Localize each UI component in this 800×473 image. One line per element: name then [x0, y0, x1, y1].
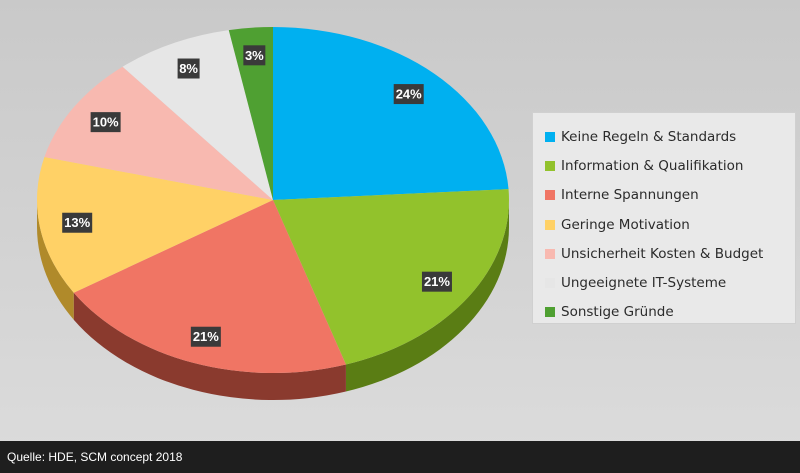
legend-label: Ungeeignete IT-Systeme: [561, 275, 727, 292]
legend-item-sonstige-gruende: Sonstige Gründe: [545, 298, 795, 327]
data-label-interne-spannungen: 21%: [190, 326, 221, 347]
legend-swatch: [545, 190, 555, 201]
data-label-text: 8%: [179, 61, 198, 76]
data-label-text: 21%: [193, 329, 219, 344]
pie-side-geringe-motivation: [37, 200, 74, 320]
data-label-sonstige-gruende: 3%: [243, 45, 266, 66]
legend-label: Sonstige Gründe: [561, 304, 674, 321]
pie-chart: 24% 21% 21% 13% 10% 8% 3% Keine Regeln & Stand…: [37, 27, 796, 400]
data-label-text: 21%: [424, 274, 450, 289]
legend-swatch: [545, 219, 555, 230]
data-label-keine-regeln-and-standards: 24%: [393, 84, 424, 105]
data-label-text: 3%: [245, 48, 264, 63]
data-label-ungeeignete-it-systeme: 8%: [177, 58, 200, 79]
legend-label: Unsicherheit Kosten & Budget: [561, 245, 764, 262]
data-label-box: [421, 271, 452, 292]
legend-item-unsicherheit-kosten-and-budget: Unsicherheit Kosten & Budget: [545, 239, 795, 268]
pie-chart-svg: 24% 21% 21% 13% 10% 8% 3%: [37, 27, 510, 400]
legend-swatch: [545, 278, 555, 289]
pie-slice-ungeeignete-it-systeme: [122, 30, 274, 201]
data-label-unsicherheit-kosten-and-budget: 10%: [90, 112, 121, 133]
data-label-box: [177, 58, 200, 79]
legend-swatch: [545, 248, 555, 259]
legend-item-keine-regeln-and-standards: Keine Regeln & Standards: [545, 122, 795, 151]
source-footer: Quelle: HDE, SCM concept 2018: [0, 441, 800, 473]
chart-legend: Keine Regeln & Standards Information & Qu…: [532, 112, 796, 324]
legend-item-information-and-qualifikation: Information & Qualifikation: [545, 151, 795, 180]
data-label-information-and-qualifikation: 21%: [421, 271, 452, 292]
data-label-box: [90, 112, 121, 133]
legend-swatch: [545, 131, 555, 142]
data-label-box: [190, 326, 221, 347]
legend-item-ungeeignete-it-systeme: Ungeeignete IT-Systeme: [545, 268, 795, 297]
data-label-text: 10%: [93, 115, 119, 130]
pie-side-information-and-qualifikation: [345, 200, 510, 392]
pie-slice-interne-spannungen: [73, 200, 346, 373]
data-label-geringe-motivation: 13%: [62, 212, 93, 233]
legend-item-interne-spannungen: Interne Spannungen: [545, 181, 795, 210]
legend-label: Keine Regeln & Standards: [561, 128, 737, 145]
legend-item-geringe-motivation: Geringe Motivation: [545, 210, 795, 239]
pie-slice-sonstige-gruende: [228, 27, 273, 200]
legend-label: Geringe Motivation: [561, 216, 690, 233]
data-label-text: 24%: [396, 87, 422, 102]
pie-slice-geringe-motivation: [37, 156, 273, 293]
pie-slice-information-and-qualifikation: [273, 189, 509, 365]
legend-swatch: [545, 307, 555, 318]
pie-side-interne-spannungen: [73, 292, 346, 400]
pie-slice-unsicherheit-kosten-and-budget: [44, 66, 274, 201]
data-label-box: [243, 45, 266, 66]
pie-slice-keine-regeln-and-standards: [273, 27, 509, 200]
data-label-text: 13%: [64, 215, 90, 230]
source-text: Quelle: HDE, SCM concept 2018: [7, 450, 183, 464]
data-label-box: [393, 84, 424, 105]
legend-swatch: [545, 160, 555, 171]
data-label-box: [62, 212, 93, 233]
legend-label: Interne Spannungen: [561, 187, 699, 204]
legend-label: Information & Qualifikation: [561, 157, 744, 174]
